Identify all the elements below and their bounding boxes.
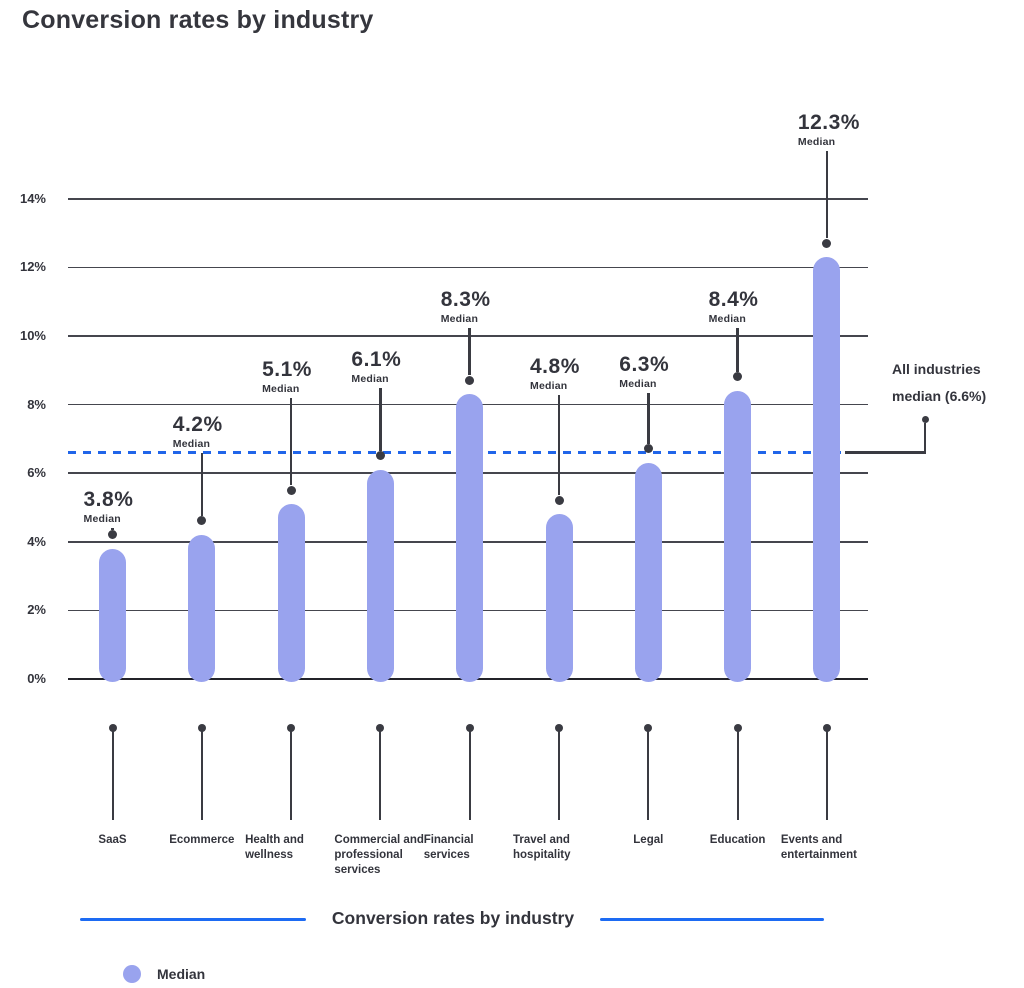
callout-dot	[465, 375, 475, 385]
bar-ecommerce	[188, 534, 216, 682]
callout-line	[289, 398, 293, 486]
gridline	[68, 335, 868, 337]
category-label: Financial services	[423, 834, 474, 861]
bar-value-label: 6.3%	[619, 353, 670, 376]
bar-value-sublabel: Median	[172, 438, 211, 450]
callout-line	[647, 393, 650, 444]
bar-financial-services	[456, 394, 484, 682]
bar-education	[724, 390, 752, 682]
y-tick-label: 12%	[19, 259, 46, 275]
y-tick-label: 0%	[27, 671, 46, 686]
category-label: Education	[709, 834, 766, 846]
bar-value-label: 6.1%	[351, 348, 402, 371]
bar-legal	[634, 462, 662, 682]
legend-median-swatch	[123, 965, 141, 983]
callout-line	[468, 328, 471, 376]
reference-connector-horizontal	[845, 451, 926, 454]
bar-value-sublabel: Median	[351, 373, 389, 385]
bar-value-sublabel: Median	[83, 513, 121, 525]
bar-health-and-wellness	[277, 504, 305, 682]
gridline	[68, 198, 868, 200]
bar-travel-and-hospitality	[545, 514, 573, 682]
bar-commercial-and-professional-services	[366, 469, 394, 682]
callout-dot	[286, 485, 296, 495]
y-tick-label: 6%	[27, 465, 46, 481]
bar-value-sublabel: Median	[797, 136, 836, 148]
y-tick-label: 14%	[19, 190, 46, 206]
bar-value-label: 12.3%	[797, 111, 860, 134]
callout-line	[379, 388, 382, 451]
category-leader-line	[647, 728, 650, 820]
callout-dot	[108, 530, 117, 540]
bar-value-sublabel: Median	[262, 383, 300, 395]
callout-line	[736, 328, 739, 372]
callout-dot	[822, 238, 832, 248]
bar-value-label: 8.3%	[440, 288, 491, 311]
category-leader-line	[200, 728, 203, 820]
reference-connector-vertical	[923, 423, 926, 452]
bar-events-and-entertainment	[813, 257, 841, 682]
plot-area: 0% 2% 4% 6% 8% 10% 12% 14% All industries median …	[19, 111, 987, 876]
callout-line	[825, 151, 829, 239]
callout-line	[200, 453, 204, 516]
callout-line	[111, 528, 114, 530]
y-tick-label: 10%	[19, 328, 46, 343]
bar-value-sublabel: Median	[619, 378, 657, 390]
callout-dot	[733, 372, 743, 382]
category-leader-line	[379, 728, 382, 820]
bar-value-sublabel: Median	[530, 380, 568, 392]
bar-value-sublabel: Median	[708, 313, 746, 325]
category-label: Ecommerce	[169, 834, 235, 846]
category-label: Travel and hospitality	[513, 834, 571, 861]
callout-dot	[643, 444, 653, 454]
category-label: SaaS	[98, 834, 127, 846]
category-leader-line	[111, 728, 114, 820]
divider-line-left	[80, 918, 306, 921]
gridline	[68, 266, 868, 269]
bar-value-label: 8.4%	[708, 288, 759, 311]
callout-dot	[197, 516, 207, 526]
bar-value-label: 5.1%	[262, 358, 312, 381]
bar-value-label: 4.2%	[172, 413, 223, 436]
y-tick-label: 4%	[27, 533, 46, 549]
category-leader-line	[736, 728, 739, 820]
legend-median-label: Median	[157, 966, 206, 982]
reference-label-line1: All industries	[892, 361, 981, 377]
category-leader-line	[825, 728, 828, 820]
category-label: Legal	[633, 834, 664, 846]
y-tick-label: 2%	[27, 602, 46, 618]
category-leader-line	[468, 728, 471, 820]
y-tick-label: 8%	[27, 396, 46, 412]
category-label: Events and entertainment	[780, 834, 857, 861]
category-leader-line	[290, 728, 293, 820]
callout-line	[557, 395, 561, 496]
chart-caption: Conversion rates by industry	[331, 908, 575, 928]
bar-value-label: 3.8%	[83, 488, 134, 511]
category-label: Health and wellness	[245, 834, 304, 861]
divider-line-right	[600, 918, 824, 921]
callout-dot	[554, 495, 564, 505]
legend: Median	[123, 965, 205, 983]
page-title: Conversion rates by industry	[22, 6, 374, 34]
reference-label-line2: median (6.6%)	[892, 388, 987, 404]
category-label: Commercial and professional services	[334, 834, 424, 876]
bar-value-label: 4.8%	[530, 355, 580, 378]
bar-value-sublabel: Median	[440, 313, 479, 325]
reference-connector-dot	[921, 416, 929, 423]
callout-dot	[375, 451, 385, 461]
bar-saas	[99, 548, 126, 682]
category-leader-line	[558, 728, 560, 820]
